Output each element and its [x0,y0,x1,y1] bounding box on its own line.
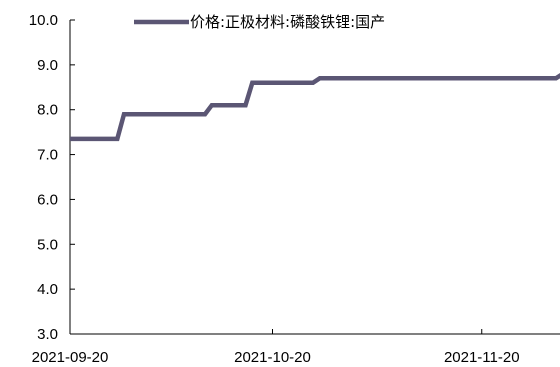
y-tick-label: 9.0 [37,57,58,74]
ticks: 3.0 4.0 5.0 6.0 7.0 8.0 9.0 10.0 2021-09-20 2021-… [29,12,520,366]
y-tick-label: 3.0 [37,326,58,343]
y-tick-label: 10.0 [29,12,58,29]
x-tick-label: 2021-10-20 [234,349,311,366]
axes [69,20,560,335]
legend-label: 价格:正极材料:磷酸铁锂:国产 [190,13,385,31]
y-tick-label: 6.0 [37,191,58,208]
x-tick-label: 2021-11-20 [444,349,520,366]
y-tick-label: 7.0 [37,147,58,164]
series-line-0 [70,72,560,142]
legend: 价格:正极材料:磷酸铁锂:国产 [134,13,385,31]
y-tick-label: 5.0 [37,236,58,253]
y-tick-label: 8.0 [37,102,58,119]
y-tick-label: 4.0 [37,281,58,298]
x-tick-label: 2021-09-20 [32,349,109,366]
series-layer [70,72,560,142]
